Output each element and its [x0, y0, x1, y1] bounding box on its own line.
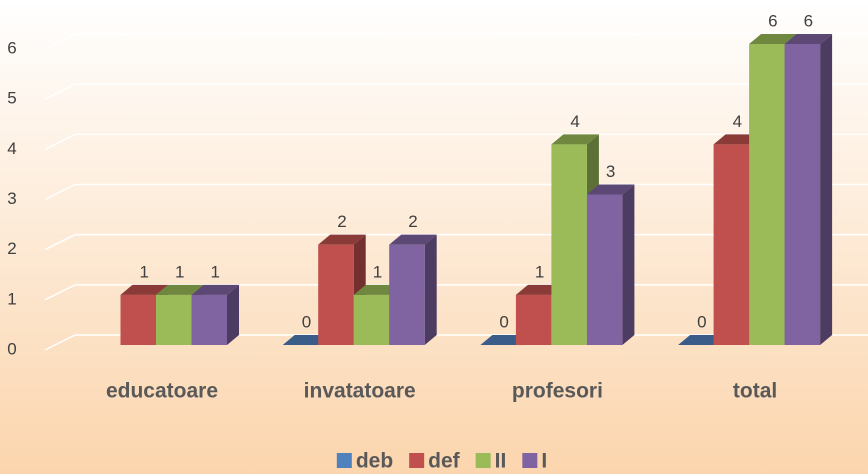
bar-front — [586, 194, 623, 345]
data-label: 6 — [768, 11, 777, 30]
bar-top — [156, 284, 204, 295]
bar-front — [784, 44, 821, 345]
legend-label: II — [495, 450, 507, 473]
data-label: 1 — [211, 262, 220, 281]
legend-swatch — [336, 453, 352, 468]
data-label: 1 — [140, 262, 149, 281]
bar-front — [156, 294, 192, 345]
data-label: 0 — [697, 312, 706, 331]
bar — [191, 284, 239, 345]
bar — [389, 234, 437, 345]
bar-top — [389, 234, 437, 245]
y-tick-label: 5 — [7, 89, 16, 108]
y-tick-label: 4 — [7, 139, 16, 158]
legend-swatch — [475, 453, 491, 468]
bar-top — [120, 284, 168, 295]
legend-label: I — [541, 450, 547, 473]
bar-front — [713, 144, 750, 345]
bar-top — [586, 184, 635, 195]
legend-label: deb — [356, 450, 393, 473]
bar-front — [353, 294, 390, 345]
legend-swatch — [522, 453, 538, 468]
x-tick-label: educatoare — [106, 380, 218, 403]
x-tick-label: profesori — [512, 380, 603, 403]
y-tick-label: 3 — [7, 189, 16, 208]
bar-front — [389, 244, 425, 345]
data-label: 1 — [175, 262, 184, 281]
grid-line — [44, 133, 868, 151]
y-tick-label: 6 — [7, 38, 16, 57]
x-tick-label: invatatoare — [304, 380, 416, 403]
bar-top — [749, 34, 797, 44]
x-tick-label: total — [733, 380, 777, 403]
bar-top — [191, 284, 239, 295]
bar-front — [191, 294, 227, 345]
data-label: 2 — [408, 212, 417, 231]
bar-side — [622, 184, 635, 345]
legend-swatch — [409, 453, 425, 468]
data-label: 3 — [606, 162, 615, 181]
bar-side — [227, 284, 239, 345]
bar-front — [120, 294, 156, 345]
bar-side — [424, 234, 437, 345]
data-label: 6 — [804, 11, 813, 30]
bar-front — [318, 244, 354, 345]
y-tick-label: 1 — [7, 289, 16, 308]
y-tick-label: 0 — [7, 339, 16, 358]
bar-top — [784, 34, 833, 44]
bar-top — [318, 234, 366, 245]
data-label: 1 — [535, 262, 544, 281]
bar — [784, 34, 833, 345]
data-label: 4 — [570, 112, 579, 131]
bar-front — [551, 144, 587, 345]
grid-line — [44, 33, 868, 50]
bar-front — [515, 294, 552, 345]
data-label: 0 — [499, 312, 508, 331]
grid-line — [44, 83, 868, 100]
bar-side — [820, 34, 833, 345]
bar-top — [551, 134, 599, 145]
bar-front — [749, 44, 785, 345]
data-label: 4 — [733, 112, 742, 131]
y-tick-label: 2 — [7, 239, 16, 258]
bar — [586, 184, 635, 345]
legend-label: def — [428, 450, 461, 473]
data-label: 2 — [337, 212, 346, 231]
data-label: 0 — [302, 312, 311, 331]
data-label: 1 — [373, 262, 382, 281]
